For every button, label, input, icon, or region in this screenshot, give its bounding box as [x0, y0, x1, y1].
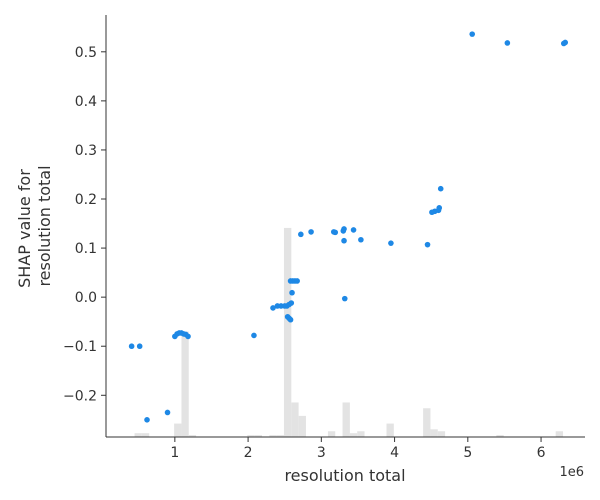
data-point [388, 240, 394, 246]
data-point [128, 343, 135, 350]
data-point [504, 40, 511, 46]
data-point [469, 31, 476, 37]
y-tick-label: 0.3 [75, 143, 97, 159]
x-tick-label: 1 [170, 445, 179, 461]
histogram-bar [247, 435, 255, 437]
data-point [341, 295, 348, 302]
x-axis-label: resolution total [284, 466, 405, 485]
x-tick-label: 4 [390, 445, 399, 461]
data-point [298, 231, 304, 238]
scatter-points-layer [128, 31, 569, 423]
histogram-bar [357, 431, 365, 437]
data-point [424, 241, 431, 248]
x-tick-label: 5 [463, 445, 472, 461]
histogram-bar [181, 331, 189, 437]
x-ticks: 1 2 3 4 5 6 [170, 437, 546, 461]
histogram-bar [496, 435, 504, 437]
y-tick-label: 0.4 [75, 94, 97, 110]
data-point [341, 226, 347, 232]
histogram-bar [423, 408, 431, 437]
data-point [294, 278, 300, 284]
data-point [288, 300, 295, 306]
histogram-bar [437, 431, 446, 437]
histogram-bar [134, 433, 142, 437]
histogram-bar [141, 433, 150, 437]
data-point [358, 236, 364, 243]
data-point [251, 332, 257, 339]
histogram-bar [188, 435, 197, 437]
data-point [270, 305, 276, 311]
data-point [164, 409, 171, 416]
axes-layer [105, 15, 585, 438]
histogram-bar [269, 435, 277, 437]
x-tick-label: 6 [537, 445, 546, 461]
data-point [436, 205, 443, 211]
data-point [289, 289, 295, 296]
y-axis-label-line-2: resolution total [35, 165, 54, 286]
histogram-bar [430, 429, 438, 437]
data-point [562, 39, 569, 46]
histogram-layer [134, 227, 564, 437]
histogram-bar [254, 435, 263, 437]
x-tick-label: 3 [317, 445, 326, 461]
y-tick-label: −0.2 [63, 388, 97, 404]
histogram-bar [291, 402, 299, 437]
data-point [350, 227, 357, 233]
histogram-bar [174, 423, 182, 437]
data-point [332, 229, 339, 236]
y-tick-label: 0.2 [75, 192, 97, 208]
histogram-bar [342, 402, 350, 437]
data-point [287, 316, 294, 323]
data-point [136, 343, 143, 350]
y-tick-label: 0.1 [75, 241, 97, 257]
data-point [144, 417, 150, 423]
histogram-bar [327, 431, 336, 437]
y-axis-label-line-1: SHAP value for [15, 169, 34, 288]
y-tick-label: 0.5 [75, 45, 97, 61]
data-point [185, 333, 191, 340]
histogram-bar [298, 415, 306, 437]
histogram-bar [276, 435, 284, 437]
histogram-bar [386, 423, 394, 437]
x-offset-label: 1e6 [559, 465, 584, 480]
histogram-bar [349, 433, 358, 437]
data-point [341, 237, 347, 244]
histogram-bar [283, 227, 292, 437]
y-tick-label: 0.0 [75, 290, 97, 306]
y-tick-label: −0.1 [63, 339, 97, 355]
x-tick-label: 2 [244, 445, 253, 461]
data-point [437, 185, 444, 192]
y-axis-label: SHAP value for resolution total [15, 164, 54, 288]
histogram-bar [555, 431, 564, 437]
data-point [308, 229, 314, 235]
y-ticks: −0.2 −0.1 0.0 0.1 0.2 0.3 0.4 0.5 [63, 45, 106, 404]
